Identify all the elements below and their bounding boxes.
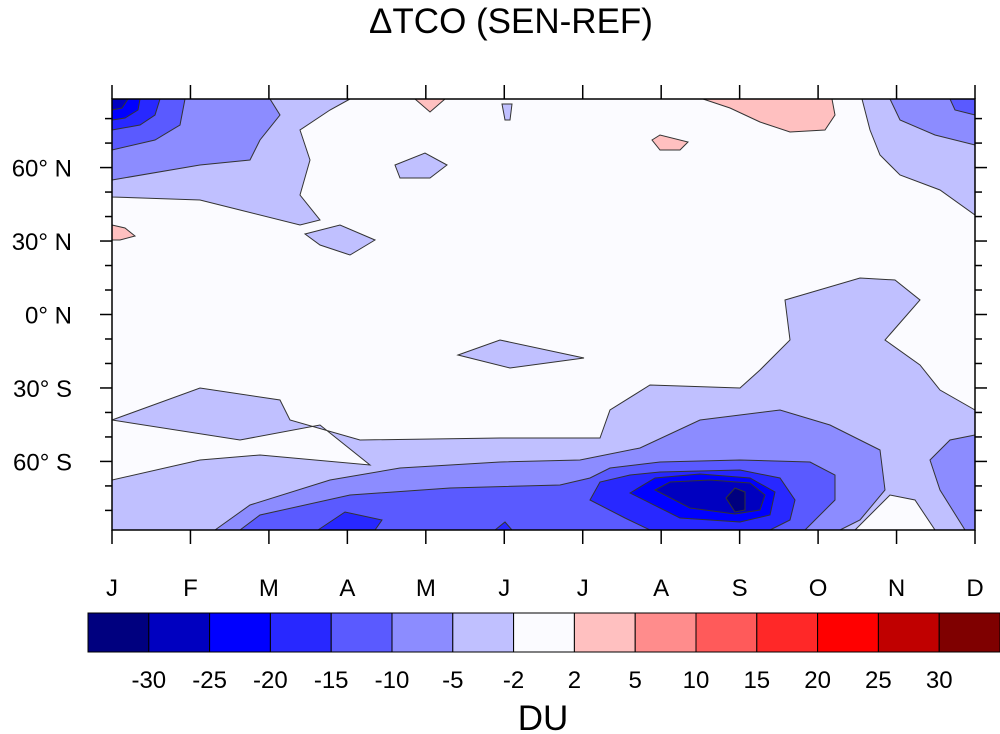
colorbar-swatch	[817, 612, 879, 653]
x-tick-label: A	[653, 575, 669, 602]
y-tick-label: 30° N	[12, 229, 72, 256]
colorbar-tick-label: -30	[131, 667, 166, 694]
chart-title: ΔTCO (SEN-REF)	[369, 2, 653, 41]
colorbar-tick-label: 5	[629, 667, 642, 694]
y-tick-label: 60° N	[12, 156, 72, 183]
colorbar-tick-label: -15	[314, 667, 349, 694]
y-tick-label: 0° N	[25, 303, 72, 330]
sh-minimum-contour-region	[725, 487, 746, 513]
positive-contour-region	[702, 98, 836, 133]
x-tick-label: M	[259, 575, 279, 602]
positive-contour-region	[651, 134, 689, 151]
colorbar-swatch	[877, 612, 940, 653]
blob-contour-region	[456, 339, 585, 369]
y-tick-label: 30° S	[13, 376, 72, 403]
colorbar-tick-label: 20	[804, 667, 831, 694]
y-axis: 60° N 30° N 0° N 30° S 60° S	[12, 117, 987, 512]
colorbar-tick-label: -10	[375, 667, 410, 694]
colorbar-tick-label: -25	[192, 667, 227, 694]
blob-contour-region	[501, 103, 513, 121]
colorbar-swatch	[148, 612, 211, 653]
colorbar-swatch	[634, 612, 697, 653]
x-tick-label: D	[966, 575, 983, 602]
colorbar-tick-label: 2	[568, 667, 581, 694]
x-tick-label: J	[498, 575, 510, 602]
x-tick-label: J	[106, 575, 118, 602]
colorbar-tick-label: 30	[926, 667, 953, 694]
colorbar-swatch	[330, 612, 393, 653]
x-tick-label: S	[732, 575, 748, 602]
colorbar-tick-label: 15	[743, 667, 770, 694]
plot-area	[111, 98, 976, 531]
colorbar-tick-label: 10	[683, 667, 710, 694]
colorbar-swatch	[269, 612, 332, 653]
blob-contour-region	[394, 152, 448, 179]
x-tick-label: A	[339, 575, 355, 602]
blob-contour-region	[303, 224, 377, 256]
colorbar-swatch	[573, 612, 636, 653]
colorbar-swatch	[87, 612, 150, 653]
x-tick-label: O	[809, 575, 828, 602]
colorbar-swatch	[452, 612, 515, 653]
colorbar-tick-label: 25	[865, 667, 892, 694]
y-tick-label: 60° S	[13, 449, 72, 476]
x-tick-label: F	[183, 575, 198, 602]
colorbar-swatch	[209, 612, 271, 653]
colorbar-tick-label: -2	[503, 667, 524, 694]
x-tick-label: N	[888, 575, 905, 602]
colorbar-tick-label: -5	[442, 667, 463, 694]
x-tick-label: J	[577, 575, 589, 602]
colorbar-swatch	[938, 612, 1000, 653]
colorbar-swatch	[695, 612, 758, 653]
contour-level-minus-30	[725, 487, 746, 513]
colorbar-swatch	[756, 612, 819, 653]
x-tick-label: M	[416, 575, 436, 602]
colorbar-swatch	[391, 612, 454, 653]
colorbar: -30 -25 -20 -15 -10 -5 -2 2 5 10 15 20 25 30	[87, 612, 1000, 694]
colorbar-label: DU	[518, 699, 569, 734]
colorbar-tick-label: -20	[253, 667, 288, 694]
colorbar-swatch	[513, 612, 575, 653]
